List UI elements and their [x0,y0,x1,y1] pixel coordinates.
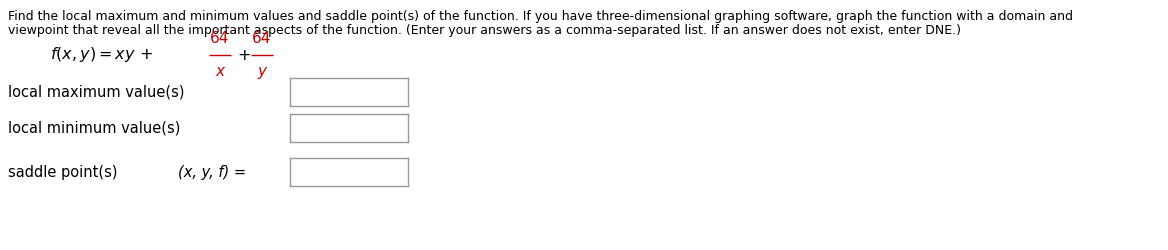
Text: viewpoint that reveal all the important aspects of the function. (Enter your ans: viewpoint that reveal all the important … [8,24,961,37]
Text: $\it{f}$$(x, y) = xy\,+$: $\it{f}$$(x, y) = xy\,+$ [50,46,153,64]
Text: local minimum value(s): local minimum value(s) [8,120,180,136]
Text: 64: 64 [252,31,272,46]
Text: y: y [257,64,266,79]
Text: Find the local maximum and minimum values and saddle point(s) of the function. I: Find the local maximum and minimum value… [8,10,1073,23]
Text: +: + [237,48,250,62]
Text: saddle point(s): saddle point(s) [8,164,118,180]
Text: local maximum value(s): local maximum value(s) [8,84,185,100]
Text: 64: 64 [210,31,230,46]
Text: (x, y, f) =: (x, y, f) = [178,164,246,180]
Text: x: x [216,64,224,79]
